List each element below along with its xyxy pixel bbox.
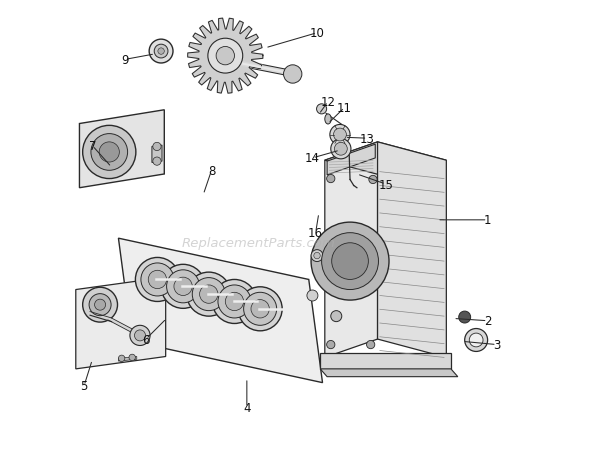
Circle shape [218,285,251,318]
Circle shape [89,294,111,316]
Circle shape [327,175,335,183]
Circle shape [284,66,302,84]
Circle shape [135,258,179,302]
Circle shape [174,278,192,296]
Text: 8: 8 [208,164,215,178]
Circle shape [161,265,205,308]
Circle shape [369,176,377,184]
Circle shape [216,47,234,66]
Text: 7: 7 [88,140,96,153]
Text: 3: 3 [493,338,500,351]
Text: 6: 6 [142,333,150,346]
Circle shape [129,354,135,361]
Circle shape [212,280,257,324]
Polygon shape [378,143,447,358]
Circle shape [331,311,342,322]
Circle shape [331,140,351,159]
Circle shape [244,293,277,325]
Circle shape [153,143,161,151]
Polygon shape [320,369,458,377]
Text: 5: 5 [80,380,88,392]
Text: 2: 2 [484,314,491,328]
Circle shape [99,143,119,162]
Text: 10: 10 [310,27,324,40]
Circle shape [119,355,125,362]
Circle shape [327,341,335,349]
Circle shape [311,250,323,262]
Circle shape [366,341,375,349]
Polygon shape [80,111,164,188]
Circle shape [458,311,471,323]
Circle shape [83,288,117,322]
Text: 13: 13 [360,132,375,146]
Circle shape [153,157,161,166]
Text: 11: 11 [337,102,352,115]
Circle shape [91,134,127,171]
Polygon shape [119,239,323,383]
Circle shape [158,49,164,55]
Circle shape [148,271,166,289]
Polygon shape [325,143,447,179]
Circle shape [94,300,106,310]
Circle shape [311,223,389,301]
Text: 12: 12 [320,96,336,109]
Text: 4: 4 [243,402,251,414]
Circle shape [187,273,231,316]
Circle shape [141,263,174,297]
Circle shape [192,278,225,311]
Circle shape [238,287,282,331]
Circle shape [135,330,146,341]
Polygon shape [119,357,137,361]
Circle shape [154,45,168,59]
Circle shape [251,300,269,318]
Polygon shape [320,353,451,369]
Circle shape [130,325,150,346]
Circle shape [332,243,368,280]
Circle shape [166,270,199,303]
Text: 14: 14 [305,152,320,165]
Circle shape [333,129,346,142]
Circle shape [307,291,318,302]
Circle shape [199,285,218,304]
Circle shape [208,39,242,74]
Polygon shape [188,19,263,94]
Text: ReplacementParts.com: ReplacementParts.com [182,237,335,250]
Circle shape [465,329,487,352]
Circle shape [83,126,136,179]
Circle shape [314,253,320,259]
Circle shape [322,233,378,290]
Circle shape [149,40,173,64]
Polygon shape [325,143,378,358]
Polygon shape [152,146,162,163]
Text: 9: 9 [122,54,129,67]
Ellipse shape [325,115,331,125]
Circle shape [330,125,350,146]
Circle shape [469,333,483,347]
Circle shape [225,293,244,311]
Circle shape [317,105,327,115]
Text: 16: 16 [308,227,323,240]
Text: 15: 15 [378,178,394,191]
Text: 1: 1 [484,214,491,227]
Polygon shape [327,145,375,175]
Circle shape [335,143,348,156]
Polygon shape [76,278,166,369]
